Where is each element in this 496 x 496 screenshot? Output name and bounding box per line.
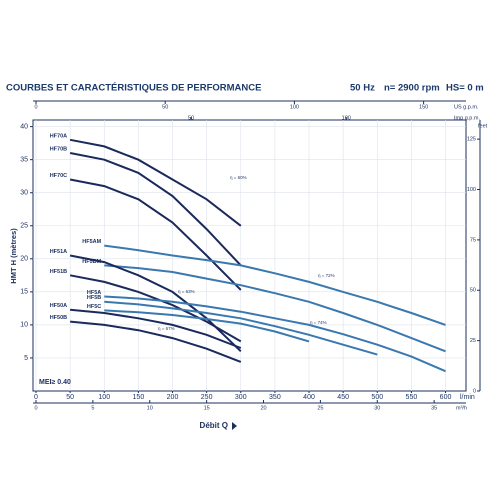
x-tick-label: 300 bbox=[235, 394, 247, 401]
x-tick-label: 600 bbox=[440, 394, 452, 401]
x-tick-label: 450 bbox=[337, 394, 349, 401]
tick-label: 15 bbox=[204, 405, 210, 411]
tick-label: 75 bbox=[470, 237, 476, 243]
series-label: HF70C bbox=[50, 173, 67, 179]
y-tick-label: 10 bbox=[20, 322, 28, 329]
series-label: HF5AM bbox=[82, 239, 101, 245]
x-tick-label: 250 bbox=[201, 394, 213, 401]
tick-label: 0 bbox=[34, 104, 37, 110]
tick-label: 20 bbox=[260, 405, 266, 411]
y-tick-label: 25 bbox=[20, 223, 28, 230]
x-tick-label: 500 bbox=[371, 394, 383, 401]
tick-label: 100 bbox=[342, 115, 351, 121]
tick-label: 5 bbox=[91, 405, 94, 411]
y-axis-title: HMT H (mètres) bbox=[9, 228, 18, 284]
series-line bbox=[69, 152, 242, 267]
x-tick-label: 350 bbox=[269, 394, 281, 401]
x-axis-title: Débit Q bbox=[200, 421, 228, 430]
series-label: HF70A bbox=[50, 133, 67, 139]
tick-label: 25 bbox=[470, 338, 476, 344]
series-line bbox=[104, 264, 446, 353]
series-label: HF5BM bbox=[82, 259, 101, 265]
series-label: HF5C bbox=[87, 304, 101, 310]
axis-unit: feet bbox=[478, 123, 488, 129]
annotation: η = 74% bbox=[310, 320, 327, 325]
tick-label: 30 bbox=[374, 405, 380, 411]
series-line bbox=[69, 138, 242, 227]
x-tick-label: 0 bbox=[34, 394, 38, 401]
tick-label: 0 bbox=[34, 405, 37, 411]
tick-label: 50 bbox=[188, 115, 194, 121]
series-line bbox=[70, 320, 242, 363]
tick-label: 0 bbox=[473, 388, 476, 394]
series-label: HF50A bbox=[50, 303, 67, 309]
y-tick-label: 5 bbox=[24, 355, 28, 362]
series-line bbox=[69, 274, 242, 343]
x-tick-label: 550 bbox=[406, 394, 418, 401]
x-tick-label: 50 bbox=[66, 394, 74, 401]
series-line bbox=[104, 300, 378, 356]
frequency: 50 Hz bbox=[350, 83, 375, 94]
axis-unit: US g.p.m. bbox=[454, 104, 479, 110]
series-label: HF51B bbox=[50, 269, 67, 275]
annotation: η = 63% bbox=[178, 289, 195, 294]
series-line bbox=[104, 295, 446, 373]
series-line bbox=[69, 178, 242, 291]
tick-label: 35 bbox=[431, 405, 437, 411]
tick-label: 25 bbox=[317, 405, 323, 411]
series-label: HF5B bbox=[87, 295, 101, 301]
y-tick-label: 30 bbox=[20, 190, 28, 197]
arrow bbox=[232, 422, 237, 430]
tick-label: 100 bbox=[467, 187, 476, 193]
series-label: HF51A bbox=[50, 249, 67, 255]
tick-label: 125 bbox=[467, 137, 476, 143]
axis-unit: Imp g.p.m. bbox=[454, 115, 480, 121]
series-label: HF50B bbox=[50, 315, 67, 321]
x-tick-label: 150 bbox=[133, 394, 145, 401]
x-unit: l/min bbox=[460, 394, 475, 401]
x-tick-label: 400 bbox=[303, 394, 315, 401]
tick-label: 10 bbox=[147, 405, 153, 411]
y-tick-label: 15 bbox=[20, 289, 28, 296]
axis-unit: m³/h bbox=[456, 405, 467, 411]
annotation: η = 60% bbox=[230, 175, 247, 180]
x-tick-label: 100 bbox=[98, 394, 110, 401]
suction: HS= 0 m bbox=[446, 83, 484, 94]
y-tick-label: 40 bbox=[20, 123, 28, 130]
y-tick-label: 20 bbox=[20, 256, 28, 263]
x-tick-label: 200 bbox=[167, 394, 179, 401]
mei-label: MEI≥ 0.40 bbox=[39, 379, 71, 386]
chart-title: COURBES ET CARACTÉRISTIQUES DE PERFORMAN… bbox=[6, 83, 261, 94]
tick-label: 150 bbox=[419, 104, 428, 110]
series-line bbox=[104, 244, 446, 326]
series-label: HF70B bbox=[50, 147, 67, 153]
speed: n= 2900 rpm bbox=[384, 83, 440, 94]
annotation: η = 72% bbox=[318, 273, 335, 278]
tick-label: 100 bbox=[290, 104, 299, 110]
plot-frame bbox=[32, 119, 467, 392]
series-line bbox=[104, 309, 310, 343]
annotation: η = 67% bbox=[158, 326, 175, 331]
series-line bbox=[70, 308, 242, 349]
y-tick-label: 35 bbox=[20, 157, 28, 164]
series-label: HF5A bbox=[87, 290, 101, 296]
tick-label: 50 bbox=[162, 104, 168, 110]
tick-label: 50 bbox=[470, 288, 476, 294]
